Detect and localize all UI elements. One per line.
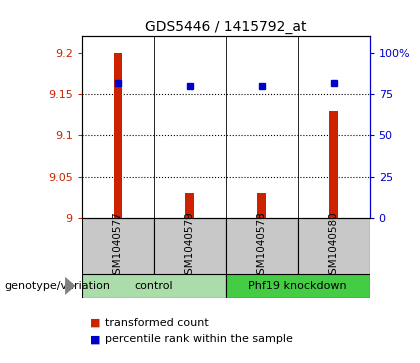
Text: Phf19 knockdown: Phf19 knockdown	[248, 281, 347, 291]
Text: GSM1040580: GSM1040580	[328, 211, 339, 281]
Bar	[226, 274, 370, 298]
Bar	[82, 274, 226, 298]
Bar	[154, 218, 226, 274]
Bar	[257, 193, 266, 218]
Text: ■: ■	[90, 334, 101, 344]
Text: percentile rank within the sample: percentile rank within the sample	[105, 334, 293, 344]
Bar	[82, 218, 154, 274]
Bar	[298, 218, 370, 274]
Bar	[329, 111, 338, 218]
Text: GSM1040579: GSM1040579	[185, 211, 195, 281]
Text: control: control	[134, 281, 173, 291]
Bar	[186, 193, 194, 218]
Text: ■: ■	[90, 318, 101, 328]
Bar	[113, 53, 122, 218]
Text: transformed count: transformed count	[105, 318, 209, 328]
Title: GDS5446 / 1415792_at: GDS5446 / 1415792_at	[145, 20, 307, 34]
Bar	[226, 218, 298, 274]
Text: genotype/variation: genotype/variation	[4, 281, 110, 291]
Text: GSM1040577: GSM1040577	[113, 211, 123, 281]
Text: GSM1040578: GSM1040578	[257, 211, 267, 281]
